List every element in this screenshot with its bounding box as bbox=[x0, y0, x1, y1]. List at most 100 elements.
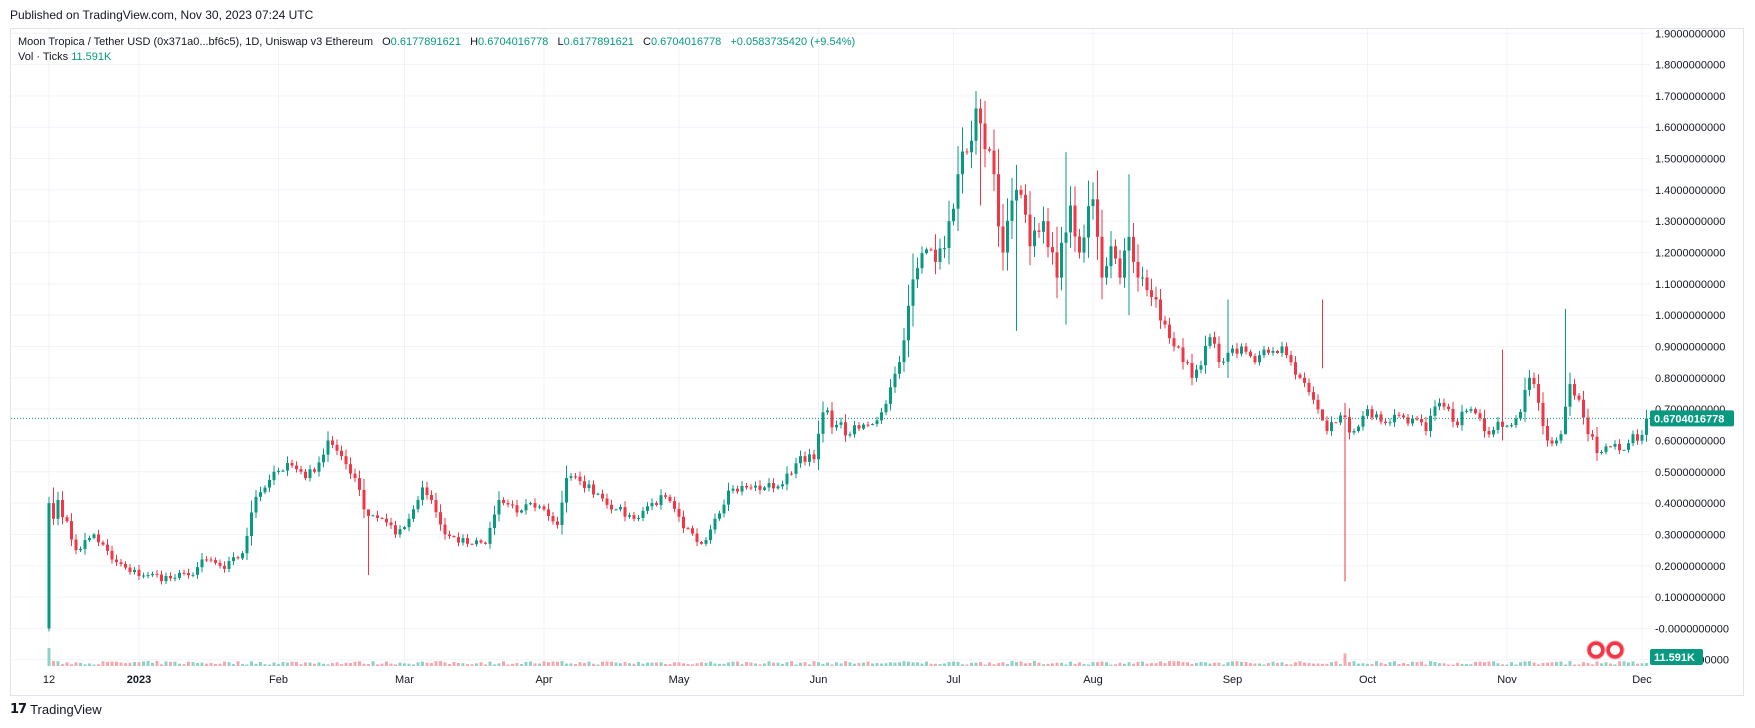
volume-bar bbox=[578, 662, 582, 666]
volume-bar bbox=[101, 661, 105, 666]
volume-bar bbox=[70, 664, 73, 666]
volume-bar bbox=[1384, 664, 1387, 666]
y-tick-label: 1.3000000000 bbox=[1655, 216, 1725, 228]
volume-bar bbox=[1415, 662, 1419, 666]
volume-bar bbox=[1271, 661, 1275, 666]
candle-body bbox=[110, 550, 114, 560]
high-value: 0.6704016778 bbox=[478, 36, 549, 48]
candle-body bbox=[659, 495, 663, 505]
candle-body bbox=[1568, 384, 1572, 407]
candle-body bbox=[1582, 399, 1585, 418]
candle-body bbox=[988, 149, 991, 151]
volume-bar bbox=[358, 661, 361, 666]
candle-body bbox=[412, 509, 415, 519]
candle-body bbox=[862, 424, 865, 429]
volume-bar bbox=[520, 663, 523, 666]
volume-bar bbox=[1204, 662, 1207, 666]
candle-body bbox=[443, 524, 447, 535]
candle-body bbox=[1123, 250, 1126, 278]
volume-bar bbox=[218, 663, 222, 666]
candle-body bbox=[1069, 205, 1072, 233]
candle-body bbox=[722, 504, 726, 514]
volume-bar bbox=[1082, 664, 1086, 666]
volume-bar bbox=[1114, 664, 1117, 666]
candle-body bbox=[1037, 230, 1041, 232]
volume-bar bbox=[551, 661, 555, 666]
y-tick-label: 0.5000000000 bbox=[1655, 467, 1725, 479]
volume-bar bbox=[1568, 661, 1572, 666]
last-price-badge: 0.6704016778 bbox=[1650, 410, 1734, 427]
volume-bar bbox=[1172, 661, 1176, 666]
candle-body bbox=[848, 434, 852, 436]
candle-body bbox=[119, 562, 123, 565]
volume-bar bbox=[272, 662, 276, 666]
candle-body bbox=[1073, 205, 1077, 237]
volume-bar bbox=[1136, 661, 1140, 666]
candle-body bbox=[317, 462, 321, 472]
candle-body bbox=[785, 473, 789, 485]
volume-bar bbox=[277, 664, 280, 666]
volume-bar bbox=[911, 662, 915, 666]
close-value: 0.6704016778 bbox=[650, 36, 722, 48]
volume-bar bbox=[1600, 663, 1603, 666]
candle-body bbox=[745, 485, 748, 488]
candle-body bbox=[664, 495, 667, 497]
volume-bar bbox=[1424, 664, 1428, 666]
volume-bar bbox=[668, 664, 672, 666]
volume-bar bbox=[205, 663, 208, 666]
volume-bar bbox=[871, 663, 874, 666]
candle-body bbox=[344, 456, 348, 465]
tradingview-logo[interactable]: 𝟭𝟳 TradingView bbox=[10, 701, 102, 717]
candle-body bbox=[83, 540, 87, 549]
volume-bar bbox=[421, 661, 424, 666]
volume-bar bbox=[610, 661, 613, 666]
candle-body bbox=[1532, 377, 1536, 385]
volume-bar bbox=[281, 661, 285, 666]
candle-body bbox=[925, 249, 928, 254]
volume-bar bbox=[1280, 662, 1284, 666]
candle-body bbox=[763, 487, 766, 490]
candle-body bbox=[326, 440, 330, 455]
volume-bar bbox=[817, 662, 820, 666]
time-axis: 12 2023 Feb Mar Apr May Jun Jul Aug Sep Oct Nov Dec bbox=[43, 674, 1652, 686]
candle-body bbox=[1150, 290, 1153, 297]
candle-body bbox=[322, 454, 325, 463]
candle-body bbox=[605, 498, 609, 505]
volume-bar bbox=[1217, 662, 1221, 666]
candle-body bbox=[1442, 402, 1446, 407]
candle-body bbox=[340, 450, 343, 457]
volume-bar bbox=[493, 664, 496, 666]
symbol-label[interactable]: Moon Tropica / Tether USD (0x371a0...bf6… bbox=[18, 36, 374, 48]
y-tick-label: 1.6000000000 bbox=[1655, 122, 1725, 134]
candle-body bbox=[1627, 443, 1630, 450]
candle-body bbox=[587, 484, 591, 488]
volume-bar bbox=[808, 664, 811, 666]
candle-body bbox=[385, 518, 388, 523]
volume-bar bbox=[151, 662, 154, 666]
volume-bar bbox=[1514, 664, 1518, 666]
candle-body bbox=[1276, 350, 1279, 353]
volume-indicator-label[interactable]: Vol · Ticks bbox=[18, 51, 69, 63]
volume-bar bbox=[263, 664, 267, 666]
candle-body bbox=[1487, 431, 1491, 435]
candle-body bbox=[281, 470, 285, 472]
volume-bar bbox=[1024, 663, 1027, 666]
flag-icons[interactable] bbox=[1586, 640, 1625, 660]
volume-bar bbox=[704, 662, 708, 666]
volume-bar bbox=[533, 663, 537, 666]
candle-body bbox=[331, 440, 334, 445]
candle-body bbox=[79, 548, 82, 551]
candle-body bbox=[1357, 426, 1360, 432]
candle-body bbox=[1604, 446, 1608, 453]
x-tick-label: Apr bbox=[535, 674, 552, 686]
candle-body bbox=[1294, 362, 1297, 375]
volume-bar bbox=[1091, 661, 1095, 666]
volume-bar bbox=[1321, 663, 1324, 666]
volume-bar bbox=[511, 663, 514, 666]
candle-body bbox=[1046, 221, 1050, 248]
candle-body bbox=[767, 483, 771, 488]
candle-body bbox=[376, 515, 379, 518]
volume-bar bbox=[110, 661, 114, 666]
candle-body bbox=[1478, 413, 1482, 419]
